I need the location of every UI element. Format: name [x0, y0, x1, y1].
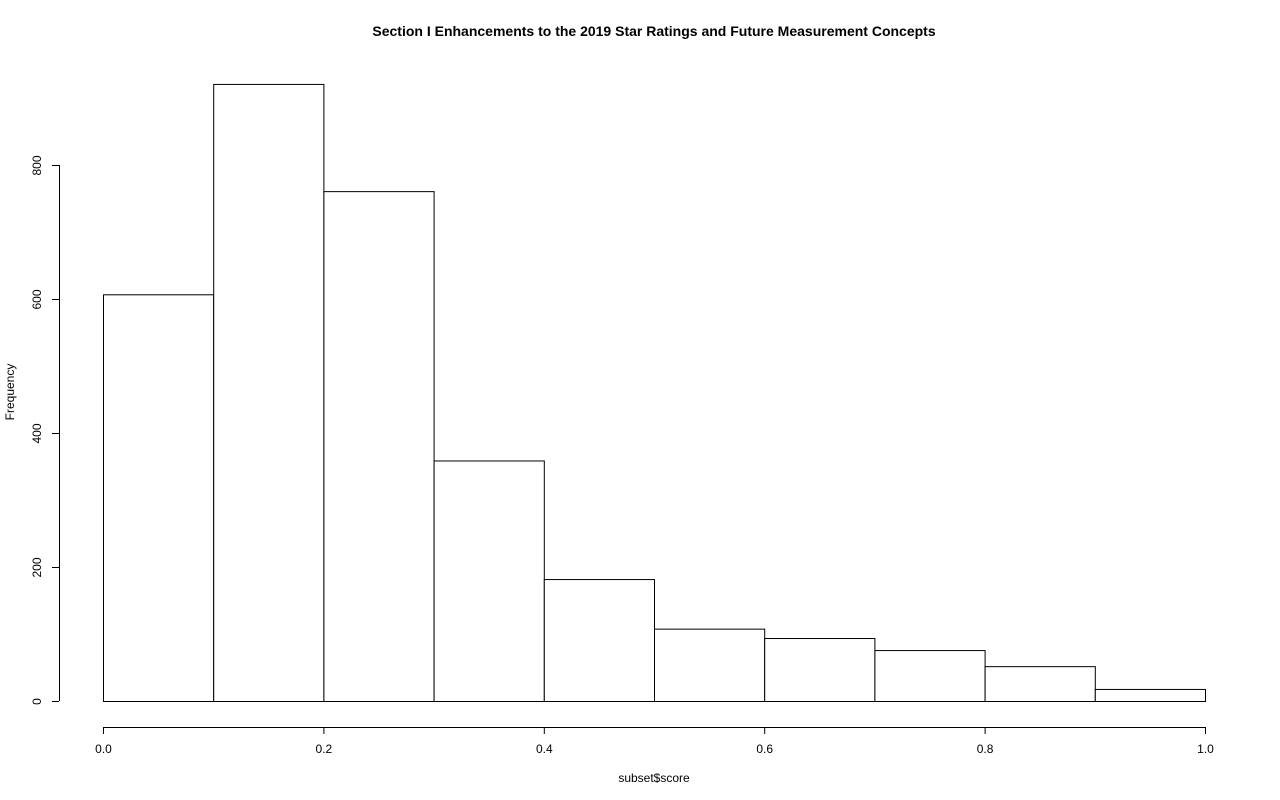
y-tick-label: 200	[30, 557, 44, 577]
x-tick-label: 0.0	[95, 742, 112, 756]
histogram-bar	[1094, 688, 1207, 703]
y-tick-label: 600	[30, 289, 44, 309]
x-axis-label: subset$score	[618, 771, 690, 785]
histogram-bars	[103, 83, 1207, 703]
y-axis: 0 200 400 600 800	[30, 155, 60, 705]
y-tick-label: 0	[30, 698, 44, 705]
histogram-bar	[323, 191, 435, 702]
histogram-bar	[543, 579, 655, 702]
x-tick-label: 0.4	[536, 742, 553, 756]
histogram-bar	[213, 83, 325, 703]
histogram-bar	[984, 666, 1096, 702]
x-tick-label: 0.8	[977, 742, 994, 756]
y-tick-label: 800	[30, 155, 44, 175]
histogram-bar	[764, 638, 876, 703]
histogram-bar	[874, 650, 986, 703]
histogram-bar	[433, 460, 545, 702]
x-tick-label: 0.2	[316, 742, 333, 756]
histogram-bar	[654, 628, 766, 703]
x-axis: 0.0 0.2 0.4 0.6 0.8 1.0	[95, 727, 1214, 756]
y-axis-label: Frequency	[3, 364, 17, 421]
y-tick-label: 400	[30, 423, 44, 443]
chart-title: Section I Enhancements to the 2019 Star …	[372, 23, 935, 39]
x-tick-label: 1.0	[1197, 742, 1214, 756]
histogram-bar	[103, 294, 215, 702]
x-tick-label: 0.6	[756, 742, 773, 756]
